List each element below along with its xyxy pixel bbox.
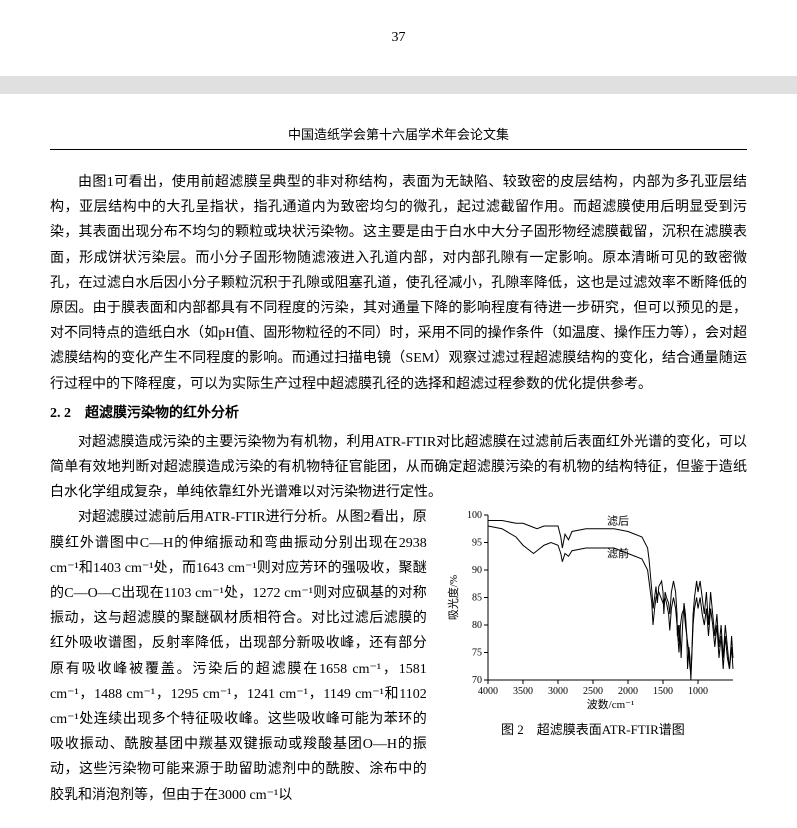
svg-text:3000: 3000: [548, 686, 568, 697]
svg-text:滤前: 滤前: [607, 546, 629, 560]
two-column-block: 对超滤膜过滤前后用ATR-FTIR进行分析。从图2看出，原膜红外谱图中C—H的伸…: [50, 505, 747, 807]
paragraph-1: 由图1可看出，使用前超滤膜呈典型的非对称结构，表面为无缺陷、较致密的皮层结构，内…: [50, 170, 747, 397]
svg-text:2000: 2000: [618, 686, 638, 697]
page-number-bar: 37: [0, 0, 797, 76]
svg-text:75: 75: [472, 648, 482, 659]
svg-text:70: 70: [472, 675, 482, 686]
journal-header: 中国造纸学会第十六届学术年会论文集: [50, 124, 747, 150]
paragraph-3: 对超滤膜过滤前后用ATR-FTIR进行分析。从图2看出，原膜红外谱图中C—H的伸…: [50, 505, 427, 807]
svg-text:95: 95: [472, 538, 482, 549]
svg-text:100: 100: [467, 510, 482, 521]
svg-text:吸光度/%: 吸光度/%: [446, 575, 460, 620]
section-title-2-2: 2. 2 超滤膜污染物的红外分析: [50, 401, 747, 426]
paragraph-2: 对超滤膜造成污染的主要污染物为有机物，利用ATR-FTIR对比超滤膜在过滤前后表…: [50, 430, 747, 506]
svg-text:80: 80: [472, 620, 482, 631]
svg-text:90: 90: [472, 565, 482, 576]
figure-2-caption: 图 2 超滤膜表面ATR-FTIR谱图: [501, 719, 685, 738]
svg-text:滤后: 滤后: [607, 515, 629, 528]
right-column: 70 75 80 85 90 95 100 4000 3500 3000 2500 2000 1500 1…: [439, 505, 747, 807]
svg-text:4000: 4000: [478, 686, 498, 697]
ftir-chart: 70 75 80 85 90 95 100 4000 3500 3000 2500 2000 1500 1…: [443, 505, 743, 715]
svg-text:3500: 3500: [513, 686, 533, 697]
svg-text:85: 85: [472, 593, 482, 604]
svg-text:1500: 1500: [653, 686, 673, 697]
page-gap: [0, 76, 797, 94]
left-column: 对超滤膜过滤前后用ATR-FTIR进行分析。从图2看出，原膜红外谱图中C—H的伸…: [50, 505, 427, 807]
svg-text:波数/cm⁻¹: 波数/cm⁻¹: [587, 698, 635, 711]
svg-text:2500: 2500: [583, 686, 603, 697]
svg-text:1000: 1000: [688, 686, 708, 697]
paper-page: 中国造纸学会第十六届学术年会论文集 由图1可看出，使用前超滤膜呈典型的非对称结构…: [0, 94, 797, 828]
page-number: 37: [392, 30, 406, 45]
